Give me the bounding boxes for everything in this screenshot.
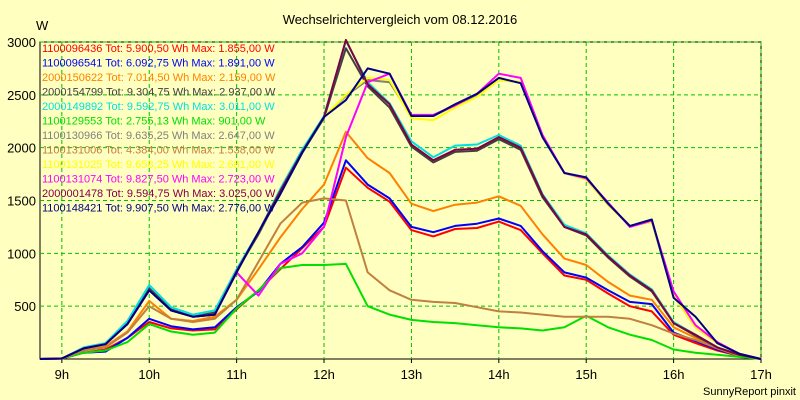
chart-title: Wechselrichtervergleich vom 08.12.2016 — [283, 12, 518, 27]
x-tick-label: 17h — [750, 367, 772, 382]
x-tick-label: 9h — [55, 367, 69, 382]
series-line-1100129553 — [39, 262, 762, 360]
x-tick-label: 10h — [138, 367, 160, 382]
y-tick-label: 2500 — [7, 88, 36, 103]
series-line-2000150622 — [39, 130, 762, 360]
y-tick-label: 1500 — [7, 194, 36, 209]
x-tick-label: 11h — [226, 367, 247, 382]
legend-entry: 2000154799 Tot: 9.304,75 Wh Max: 2.937,0… — [42, 87, 276, 99]
legend-entry: 1100131006 Tot: 4.384,00 Wh Max: 1.538,0… — [42, 145, 275, 157]
legend-entry: 1100096436 Tot: 5.900,50 Wh Max: 1.855,0… — [42, 43, 275, 55]
legend-entry: 1100096541 Tot: 6.092,75 Wh Max: 1.891,0… — [42, 58, 275, 70]
legend-entry: 1100148421 Tot: 9.907,50 Wh Max: 2.776,0… — [42, 203, 275, 215]
series-line-1100096541 — [39, 159, 762, 360]
series-line-1100148421 — [39, 67, 762, 360]
series-line-1100131006 — [39, 197, 762, 360]
y-axis-label: W — [36, 18, 49, 33]
legend-entry: 2000150622 Tot: 7.014,50 Wh Max: 2.159,0… — [42, 72, 276, 84]
axis-ticks: 500 1000 1500 2000 2500 3000 9h 10h 11h 12h 13h 14h… — [7, 35, 772, 382]
legend-entry: 1100130966 Tot: 9.635,25 Wh Max: 2.647,0… — [42, 130, 275, 142]
x-tick-label: 16h — [663, 367, 685, 382]
y-tick-label: 500 — [14, 299, 36, 314]
x-tick-label: 14h — [488, 367, 510, 382]
y-tick-label: 2000 — [7, 141, 36, 156]
series-lines — [39, 38, 762, 360]
legend-entry: 2000001478 Tot: 9.594,75 Wh Max: 3.025,0… — [42, 188, 276, 200]
legend-entry: 1100129553 Tot: 2.755,13 Wh Max: 901,00 … — [42, 116, 266, 128]
legend-entry: 1100131025 Tot: 9.658,25 Wh Max: 2.681,0… — [42, 159, 275, 171]
legend-entry: 2000149892 Tot: 9.592,75 Wh Max: 3.011,0… — [42, 101, 275, 113]
legend-entry: 1100131074 Tot: 9.827,50 Wh Max: 2.723,0… — [42, 174, 275, 186]
x-tick-label: 15h — [575, 367, 597, 382]
credit-label: SunnyReport pinxit — [703, 386, 796, 398]
series-line-1100096436 — [39, 166, 762, 360]
legend: 1100096436 Tot: 5.900,50 Wh Max: 1.855,0… — [42, 43, 276, 215]
y-tick-label: 3000 — [7, 35, 36, 50]
y-tick-label: 1000 — [7, 246, 36, 261]
x-tick-label: 13h — [401, 367, 423, 382]
x-tick-label: 12h — [313, 367, 335, 382]
grid — [40, 41, 762, 359]
